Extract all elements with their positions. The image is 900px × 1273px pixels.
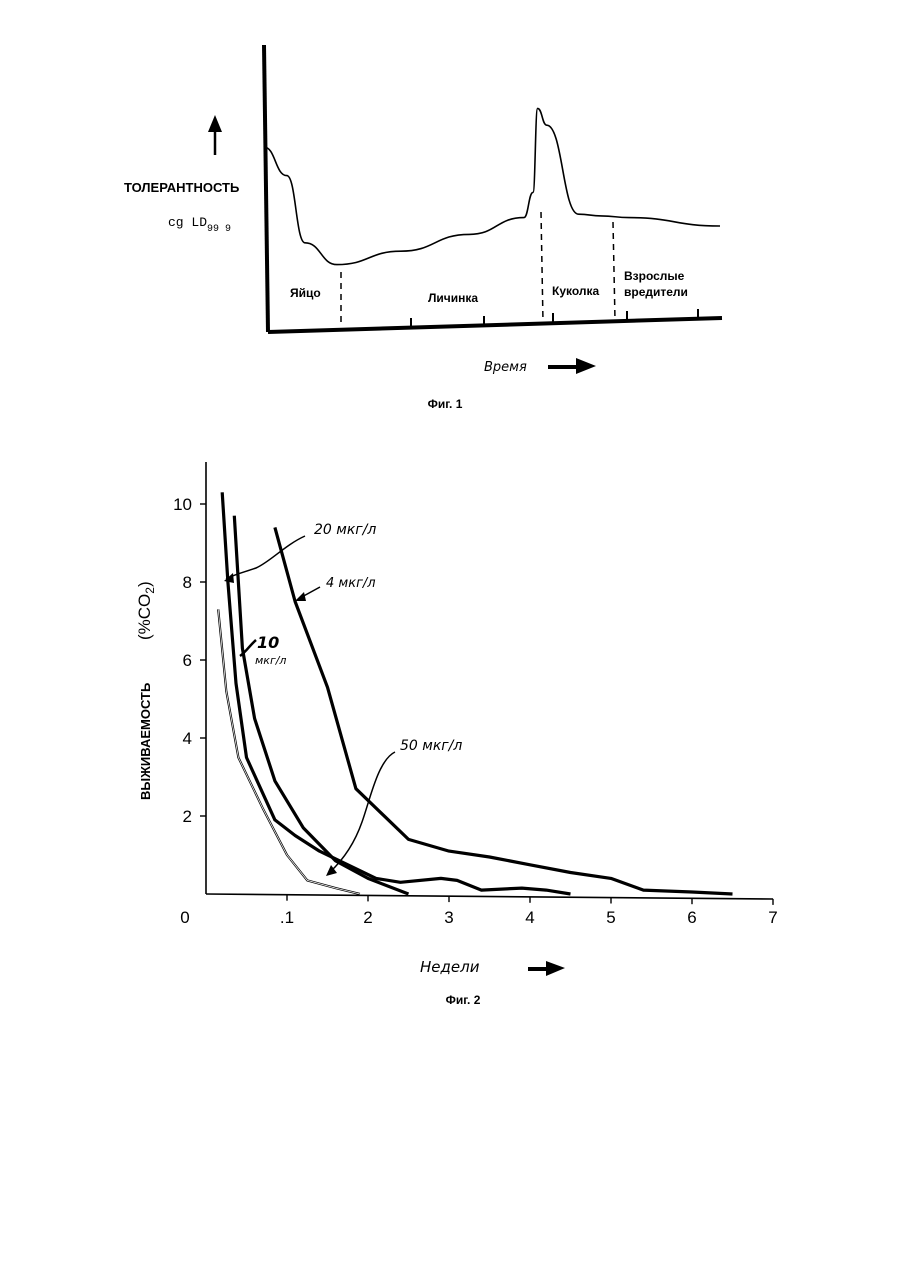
fig1-tolerance-curve — [264, 108, 720, 264]
fig2-annotation-10-number: 10 — [257, 633, 279, 652]
fig1-right-arrow-icon — [548, 358, 596, 374]
fig2-x-tick-label: 7 — [768, 908, 777, 927]
fig1-xlabel: Время — [484, 360, 527, 375]
fig2-x-tick-label: 5 — [606, 908, 615, 927]
fig2-x-tick-label: .1 — [280, 908, 294, 927]
fig1-ylabel: ТОЛЕРАНТНОСТЬ — [124, 180, 239, 195]
fig2-series-line — [234, 516, 408, 894]
fig2-annotation-20: 20 мкг/л — [314, 522, 376, 538]
figure-2: 2 4 6 8 10 0 .1 2 3 4 5 6 7 ВЫЖИВАЕМОСТЬ (%CO2) 20 … — [135, 462, 778, 1007]
fig2-x-ticks: 0 .1 2 3 4 5 6 7 — [180, 895, 777, 927]
fig2-x-tick-label: 3 — [444, 908, 453, 927]
fig2-series-line-inner — [218, 609, 360, 894]
fig2-series-group — [218, 492, 732, 894]
fig2-x-axis — [206, 894, 773, 899]
fig2-y-tick-label: 6 — [183, 651, 192, 670]
fig1-x-axis — [268, 318, 722, 332]
fig2-y-tick-label: 2 — [183, 807, 192, 826]
fig1-stage-label-larva: Личинка — [428, 291, 478, 305]
fig1-stage-divider-pupa-end — [613, 222, 615, 320]
fig1-stage-divider-pupa-start — [541, 212, 543, 322]
fig2-ylabel-unit: (%CO2) — [135, 581, 157, 640]
fig2-x-tick-label: 4 — [525, 908, 534, 927]
fig2-annotation-4: 4 мкг/л — [326, 576, 376, 591]
fig1-stage-label-adult: Взрослыевредители — [624, 269, 688, 299]
figure-1: ТОЛЕРАНТНОСТЬ cg LD99 9 Яйцо Личинка Кук… — [124, 45, 722, 411]
fig2-x-tick-label: 2 — [363, 908, 372, 927]
fig2-leader-4-arrowhead-icon — [295, 592, 306, 601]
fig2-annotation-10-unit: мкг/л — [255, 654, 286, 667]
fig2-annotation-50: 50 мкг/л — [400, 738, 462, 754]
fig1-stage-label-egg: Яйцо — [290, 286, 321, 300]
fig1-stage-label-pupa: Куколка — [552, 284, 600, 298]
fig2-y-tick-label: 10 — [173, 495, 192, 514]
fig2-y-tick-label: 8 — [183, 573, 192, 592]
fig2-right-arrow-icon — [528, 961, 565, 976]
fig2-y-ticks: 2 4 6 8 10 — [173, 495, 206, 826]
fig2-series-line — [222, 492, 570, 894]
fig1-caption: Фиг. 1 — [428, 397, 463, 411]
fig1-ylabel-ld: cg LD99 9 — [168, 215, 231, 235]
fig2-x-tick-label: 0 — [180, 908, 189, 927]
fig2-leader-50 — [330, 752, 395, 872]
fig2-ylabel: ВЫЖИВАЕМОСТЬ — [138, 683, 153, 800]
fig1-up-arrow-icon — [208, 115, 222, 132]
fig2-caption: Фиг. 2 — [446, 993, 481, 1007]
fig2-y-tick-label: 4 — [183, 729, 192, 748]
fig1-y-axis — [264, 45, 268, 332]
fig2-series-line — [218, 609, 360, 894]
fig2-x-tick-label: 6 — [687, 908, 696, 927]
fig2-xlabel: Недели — [420, 958, 480, 976]
